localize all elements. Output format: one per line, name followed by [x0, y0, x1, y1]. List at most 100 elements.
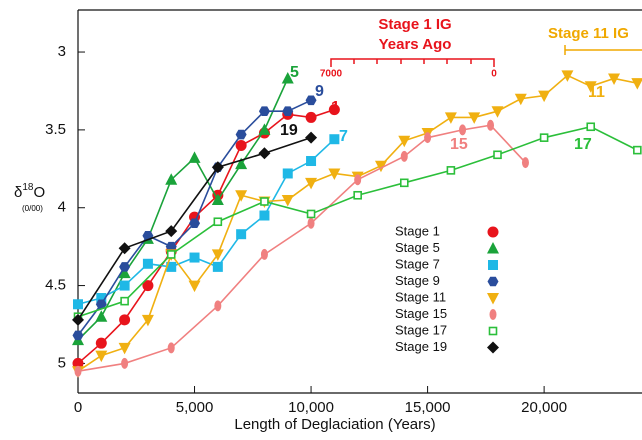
marker	[119, 314, 131, 326]
marker	[212, 261, 223, 272]
series: 15	[74, 119, 529, 377]
series-end-label: 11	[588, 84, 605, 101]
marker	[118, 242, 131, 255]
annotation-text: Stage 11 IG	[548, 25, 629, 42]
marker	[235, 139, 247, 151]
marker	[165, 173, 178, 185]
annotation-scale-label: 0	[491, 69, 497, 80]
series-end-label: 9	[315, 83, 324, 100]
series-end-label: 5	[290, 64, 299, 81]
marker	[305, 131, 318, 144]
series-end-label: 1	[331, 99, 340, 116]
annotation-text: Years Ago	[379, 36, 452, 53]
marker	[96, 293, 107, 304]
y-label-sup: 18	[22, 182, 34, 193]
marker	[73, 299, 83, 310]
series-line	[77, 78, 289, 341]
legend-marker	[487, 226, 499, 238]
legend-label: Stage 17	[395, 322, 447, 337]
x-axis-label: Length of Deglaciation (Years)	[234, 416, 435, 433]
marker	[306, 156, 317, 167]
x-tick-label: 5,000	[176, 399, 214, 416]
x-tick-label: 10,000	[288, 399, 334, 416]
marker	[236, 229, 247, 240]
marker	[95, 299, 107, 310]
series-end-label: 17	[574, 136, 592, 153]
y-tick-label: 3.5	[45, 121, 66, 138]
y-label-symbol: δ	[14, 184, 22, 201]
marker	[258, 106, 270, 116]
series-line	[77, 136, 312, 321]
marker	[213, 217, 223, 227]
marker	[633, 145, 642, 155]
marker	[121, 357, 129, 369]
marker	[119, 262, 131, 272]
annotation-scale	[330, 58, 495, 67]
marker	[165, 241, 177, 252]
series: 17	[73, 122, 642, 322]
marker	[493, 150, 502, 160]
legend-marker	[487, 242, 499, 254]
marker	[444, 112, 457, 124]
legend-label: Stage 15	[395, 306, 447, 321]
marker	[521, 157, 529, 169]
annotation-scale-label: 7000	[320, 69, 343, 80]
marker	[120, 296, 129, 306]
marker	[72, 357, 84, 369]
marker	[211, 161, 224, 174]
legend-label: Stage 9	[395, 273, 440, 288]
legend-marker	[487, 293, 499, 305]
series-line	[77, 74, 638, 372]
marker	[142, 258, 153, 269]
marker	[258, 147, 271, 160]
marker	[353, 190, 362, 200]
legend-label: Stage 5	[395, 240, 440, 255]
marker	[142, 280, 154, 292]
marker	[354, 174, 362, 186]
legend-label: Stage 7	[395, 256, 440, 271]
marker	[584, 81, 597, 93]
marker	[586, 122, 596, 132]
marker	[328, 168, 341, 180]
y-tick-label: 4.5	[45, 277, 66, 294]
marker	[95, 310, 108, 322]
series-line	[77, 108, 335, 365]
marker	[214, 300, 222, 312]
marker	[258, 123, 271, 135]
marker	[72, 330, 84, 341]
marker	[188, 280, 201, 293]
x-tick-label: 20,000	[521, 399, 567, 416]
marker	[118, 342, 131, 355]
y-axis-unit: (0/00)	[22, 204, 43, 213]
series-end-label: 7	[339, 128, 348, 145]
marker	[119, 280, 130, 291]
marker	[459, 124, 467, 136]
x-tick-label: 0	[74, 399, 82, 416]
marker	[306, 209, 316, 219]
series-line	[77, 125, 638, 318]
marker	[72, 313, 84, 326]
marker	[74, 365, 82, 377]
marker	[282, 106, 294, 116]
marker	[328, 104, 340, 116]
marker	[235, 129, 247, 140]
annotation-stage1: Stage 1 IG Years Ago 7000 0	[320, 16, 497, 80]
marker	[374, 160, 387, 173]
legend-marker	[489, 309, 497, 320]
marker	[514, 93, 527, 106]
x-tick-label: 15,000	[405, 399, 451, 416]
marker	[282, 168, 293, 179]
marker	[305, 177, 318, 190]
marker	[305, 95, 317, 106]
legend-marker	[487, 276, 499, 287]
marker	[211, 193, 224, 205]
marker	[189, 252, 200, 263]
marker	[631, 78, 642, 90]
series-end-label: 15	[450, 136, 468, 153]
marker	[188, 151, 201, 163]
marker	[95, 337, 107, 349]
y-tick-label: 3	[58, 43, 66, 60]
marker	[446, 166, 456, 175]
marker	[189, 218, 201, 229]
